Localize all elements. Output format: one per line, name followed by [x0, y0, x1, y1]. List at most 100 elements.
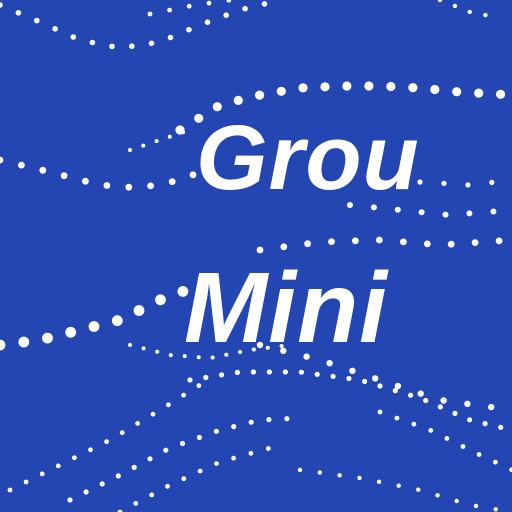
pattern-dot	[297, 467, 303, 473]
pattern-dot	[147, 11, 153, 17]
pattern-dot	[377, 383, 383, 389]
pattern-dot	[204, 19, 211, 26]
pattern-dot	[496, 89, 506, 99]
pattern-dot	[280, 243, 288, 251]
pattern-dot	[231, 455, 237, 461]
pattern-dot	[42, 332, 53, 344]
pattern-dot	[474, 88, 484, 98]
pattern-dot	[255, 90, 265, 100]
pattern-dot	[131, 464, 137, 470]
pattern-dot	[430, 84, 440, 95]
pattern-dot	[442, 211, 449, 218]
pattern-dot	[182, 354, 187, 359]
pattern-dot	[212, 102, 222, 112]
pattern-dot	[280, 347, 287, 354]
pattern-dot	[303, 353, 310, 360]
pattern-dot	[437, 404, 443, 410]
pattern-dot	[242, 5, 248, 12]
pattern-dot	[452, 87, 462, 97]
pattern-dot	[392, 388, 398, 394]
pattern-dot	[251, 347, 256, 352]
pattern-dot	[186, 26, 192, 33]
pattern-dot	[128, 343, 132, 347]
pattern-dot	[67, 497, 73, 503]
pattern-dot	[489, 179, 495, 185]
pattern-dot	[265, 345, 270, 350]
pattern-dot	[148, 40, 155, 47]
pattern-dot	[483, 12, 488, 18]
pattern-dot	[460, 444, 466, 449]
pattern-dot	[0, 2, 3, 8]
pattern-dot	[214, 461, 219, 466]
pattern-dot	[326, 360, 333, 367]
pattern-dot	[141, 143, 146, 148]
pattern-dot	[168, 353, 173, 358]
pattern-dot	[417, 390, 424, 397]
pattern-dot	[266, 417, 272, 423]
headline-line-1: Grou	[196, 107, 420, 209]
pattern-dot	[416, 487, 421, 492]
pattern-dot	[473, 503, 479, 509]
pattern-dot	[428, 428, 434, 433]
pattern-dot	[39, 471, 45, 477]
pattern-dot	[18, 336, 30, 348]
pattern-dot	[476, 452, 482, 457]
pattern-dot	[163, 447, 169, 453]
pattern-dot	[65, 326, 77, 338]
pattern-dot	[411, 421, 417, 427]
pattern-dot	[376, 479, 382, 484]
pattern-dot	[147, 456, 153, 462]
pattern-dot	[282, 369, 288, 375]
pattern-dot	[454, 498, 459, 504]
pattern-dot	[498, 424, 504, 430]
pattern-dot	[52, 26, 58, 32]
pattern-dot	[233, 95, 243, 105]
pattern-dot	[298, 369, 304, 375]
pattern-dot	[231, 424, 237, 430]
pattern-dot	[203, 374, 209, 381]
pattern-dot	[418, 209, 425, 216]
pattern-dot	[167, 34, 174, 41]
pattern-dot	[141, 346, 146, 351]
pattern-dot	[362, 378, 368, 384]
pattern-dot	[147, 182, 155, 190]
pattern-dot	[119, 430, 125, 436]
pattern-dot	[15, 10, 22, 16]
pattern-dot	[423, 397, 429, 404]
pattern-dot	[279, 344, 284, 348]
pattern-dot	[177, 286, 189, 297]
pattern-dot	[265, 446, 271, 451]
pattern-dot	[370, 204, 377, 211]
pattern-dot	[471, 239, 479, 247]
pattern-dot	[417, 179, 423, 185]
pattern-dot	[88, 321, 100, 332]
pattern-dot	[328, 238, 335, 246]
pattern-dot	[99, 481, 105, 487]
pattern-dot	[18, 161, 25, 169]
pattern-dot	[196, 383, 202, 389]
pattern-dot	[155, 294, 166, 306]
pattern-dot	[352, 237, 359, 245]
pattern-dot	[342, 81, 352, 91]
pattern-dot	[109, 43, 115, 50]
pattern-dot	[464, 400, 471, 407]
pattern-dot	[490, 208, 497, 215]
pattern-dot	[165, 483, 170, 489]
pattern-dot	[128, 148, 132, 152]
pattern-dot	[261, 1, 268, 7]
pattern-dot	[7, 487, 13, 493]
pattern-dot	[238, 350, 243, 354]
pattern-dot	[226, 0, 232, 3]
pattern-dot	[488, 403, 495, 411]
pattern-dot	[493, 507, 498, 512]
pattern-dot	[304, 240, 311, 248]
pattern-dot	[181, 476, 187, 482]
pattern-dot	[154, 139, 159, 144]
pattern-dot	[396, 483, 401, 488]
pattern-dot	[394, 415, 400, 421]
pattern-dot	[234, 369, 240, 375]
pattern-dot	[320, 82, 330, 92]
pattern-dot	[104, 439, 109, 445]
pattern-dot	[256, 246, 264, 254]
